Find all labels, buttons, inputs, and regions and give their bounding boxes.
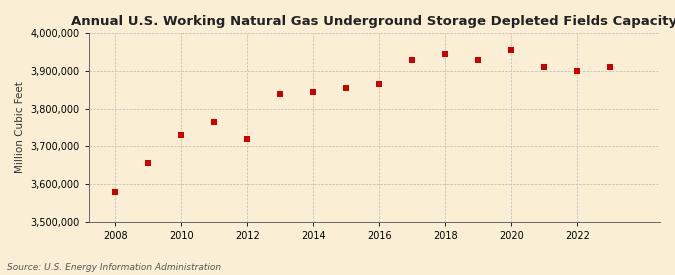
- Point: [605, 65, 616, 70]
- Point: [143, 161, 154, 166]
- Point: [473, 58, 484, 63]
- Point: [242, 137, 252, 141]
- Point: [176, 133, 187, 137]
- Point: [506, 48, 517, 53]
- Point: [341, 86, 352, 90]
- Point: [572, 69, 583, 73]
- Point: [110, 189, 121, 194]
- Point: [275, 92, 286, 97]
- Point: [539, 65, 550, 70]
- Point: [209, 120, 219, 124]
- Y-axis label: Million Cubic Feet: Million Cubic Feet: [15, 82, 25, 174]
- Point: [374, 82, 385, 86]
- Point: [407, 57, 418, 62]
- Point: [440, 52, 451, 56]
- Point: [308, 90, 319, 94]
- Title: Annual U.S. Working Natural Gas Underground Storage Depleted Fields Capacity: Annual U.S. Working Natural Gas Undergro…: [72, 15, 675, 28]
- Text: Source: U.S. Energy Information Administration: Source: U.S. Energy Information Administ…: [7, 263, 221, 272]
